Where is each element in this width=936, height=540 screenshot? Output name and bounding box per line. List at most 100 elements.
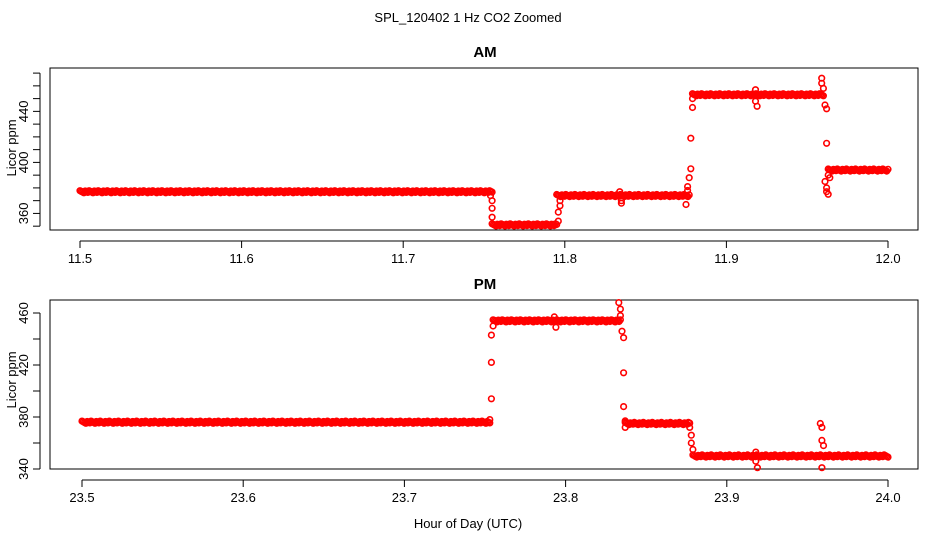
am-y-tick-label: 440 bbox=[16, 101, 31, 123]
am-data-point bbox=[553, 220, 561, 229]
am-axes: 11.5 11.6 11.7 11.8 11.9 12.0 360 400 440 bbox=[16, 72, 901, 266]
am-data-point bbox=[821, 177, 829, 186]
pm-data-point bbox=[616, 312, 625, 320]
am-x-tick-label: 12.0 bbox=[875, 251, 900, 266]
am-data-point bbox=[822, 139, 831, 147]
am-x-tick-label: 11.5 bbox=[68, 251, 92, 266]
am-y-tick-label: 400 bbox=[16, 152, 31, 174]
pm-x-tick-label: 23.8 bbox=[553, 490, 578, 505]
pm-data-segment bbox=[78, 417, 494, 427]
pm-y-tick-label: 380 bbox=[16, 406, 31, 428]
pm-data-point bbox=[687, 439, 695, 447]
am-data-point bbox=[683, 183, 692, 191]
am-panel: AM Licor ppm 11.5 11.6 11.7 11.8 11.9 12.0 360… bbox=[4, 44, 919, 266]
am-y-tick-label: 360 bbox=[16, 203, 31, 225]
am-data-point bbox=[822, 105, 831, 113]
am-data-point bbox=[753, 102, 761, 110]
pm-data-point bbox=[486, 419, 494, 427]
am-data-point bbox=[687, 134, 695, 142]
pm-data-point bbox=[619, 369, 628, 377]
x-axis-label: Hour of Day (UTC) bbox=[414, 516, 522, 531]
am-panel-title: AM bbox=[473, 44, 496, 61]
pm-data-point bbox=[884, 453, 892, 461]
pm-axes: 23.5 23.6 23.7 23.8 23.9 24.0 340 380 420 460 bbox=[16, 302, 901, 505]
pm-data-point bbox=[687, 431, 695, 439]
pm-x-tick-label: 24.0 bbox=[875, 490, 900, 505]
pm-data-point bbox=[489, 322, 497, 330]
pm-data-point bbox=[616, 305, 625, 313]
pm-data-segment bbox=[621, 418, 694, 429]
pm-data-segment bbox=[689, 451, 892, 461]
pm-data-point bbox=[752, 457, 760, 465]
am-data-point bbox=[682, 200, 690, 209]
am-data-point bbox=[488, 204, 496, 212]
pm-x-tick-label: 23.7 bbox=[392, 490, 417, 505]
am-data-point bbox=[824, 190, 832, 198]
pm-data-point bbox=[619, 334, 628, 342]
pm-y-axis-label: Licor ppm bbox=[4, 351, 19, 408]
am-data-segment bbox=[488, 220, 561, 230]
pm-panel: PM Licor ppm 23.5 23.6 23.7 23.8 23.9 24.0 340… bbox=[4, 276, 919, 505]
pm-data-point bbox=[818, 423, 826, 432]
am-data-segment bbox=[76, 187, 496, 197]
am-data-point bbox=[822, 184, 831, 192]
pm-data-point bbox=[550, 313, 558, 321]
pm-data-point bbox=[686, 423, 694, 432]
am-x-tick-label: 11.7 bbox=[391, 251, 415, 266]
pm-y-tick-label: 420 bbox=[16, 354, 31, 376]
am-data-point bbox=[556, 197, 564, 205]
am-data-point bbox=[554, 217, 562, 225]
am-data-point bbox=[617, 199, 626, 207]
pm-data-point bbox=[618, 327, 626, 335]
am-data-point bbox=[826, 174, 834, 182]
am-data-point bbox=[685, 174, 693, 182]
pm-data-point bbox=[487, 395, 496, 403]
pm-data-point bbox=[621, 423, 629, 432]
am-x-tick-label: 11.6 bbox=[229, 251, 253, 266]
am-x-tick-label: 11.9 bbox=[714, 251, 738, 266]
figure-title: SPL_120402 1 Hz CO2 Zoomed bbox=[374, 10, 561, 25]
am-data-point bbox=[819, 84, 828, 92]
pm-y-tick-label: 460 bbox=[16, 302, 31, 324]
pm-y-tick-label: 340 bbox=[16, 458, 31, 480]
pm-data-point bbox=[615, 299, 623, 307]
pm-data-point bbox=[486, 416, 494, 424]
am-data-point bbox=[821, 101, 829, 109]
pm-data-point bbox=[819, 442, 828, 450]
pm-data-point bbox=[752, 448, 760, 456]
pm-data-point bbox=[619, 403, 628, 411]
am-x-tick-label: 11.8 bbox=[553, 251, 577, 266]
pm-panel-title: PM bbox=[474, 276, 497, 293]
pm-data-point bbox=[686, 419, 694, 427]
am-plot-frame bbox=[49, 67, 919, 231]
am-data-point bbox=[884, 165, 892, 173]
pm-data-point bbox=[621, 417, 629, 425]
am-y-axis-label: Licor ppm bbox=[4, 119, 19, 176]
pm-data-point bbox=[816, 419, 824, 428]
am-data-point bbox=[688, 103, 697, 112]
am-data-point bbox=[819, 92, 828, 100]
pm-data-point bbox=[552, 323, 560, 331]
am-data-segment bbox=[824, 165, 892, 175]
pm-data-point bbox=[487, 331, 496, 339]
pm-x-tick-label: 23.5 bbox=[69, 490, 94, 505]
pm-data-point bbox=[689, 445, 697, 454]
pm-data-point bbox=[753, 464, 762, 472]
am-data-point bbox=[488, 188, 496, 196]
pm-plot-frame bbox=[49, 299, 919, 470]
am-data-point bbox=[554, 208, 562, 216]
am-data-point bbox=[617, 197, 626, 205]
pm-data-point bbox=[818, 464, 826, 472]
am-data-marks bbox=[76, 74, 892, 230]
am-data-point bbox=[488, 197, 496, 205]
pm-x-tick-label: 23.6 bbox=[231, 490, 256, 505]
pm-data-point bbox=[616, 316, 625, 324]
pm-data-point bbox=[487, 358, 496, 367]
am-data-point bbox=[688, 94, 697, 103]
am-data-point bbox=[616, 188, 624, 196]
am-data-point bbox=[488, 213, 496, 221]
pm-x-tick-label: 23.9 bbox=[714, 490, 739, 505]
am-data-point bbox=[751, 86, 760, 94]
